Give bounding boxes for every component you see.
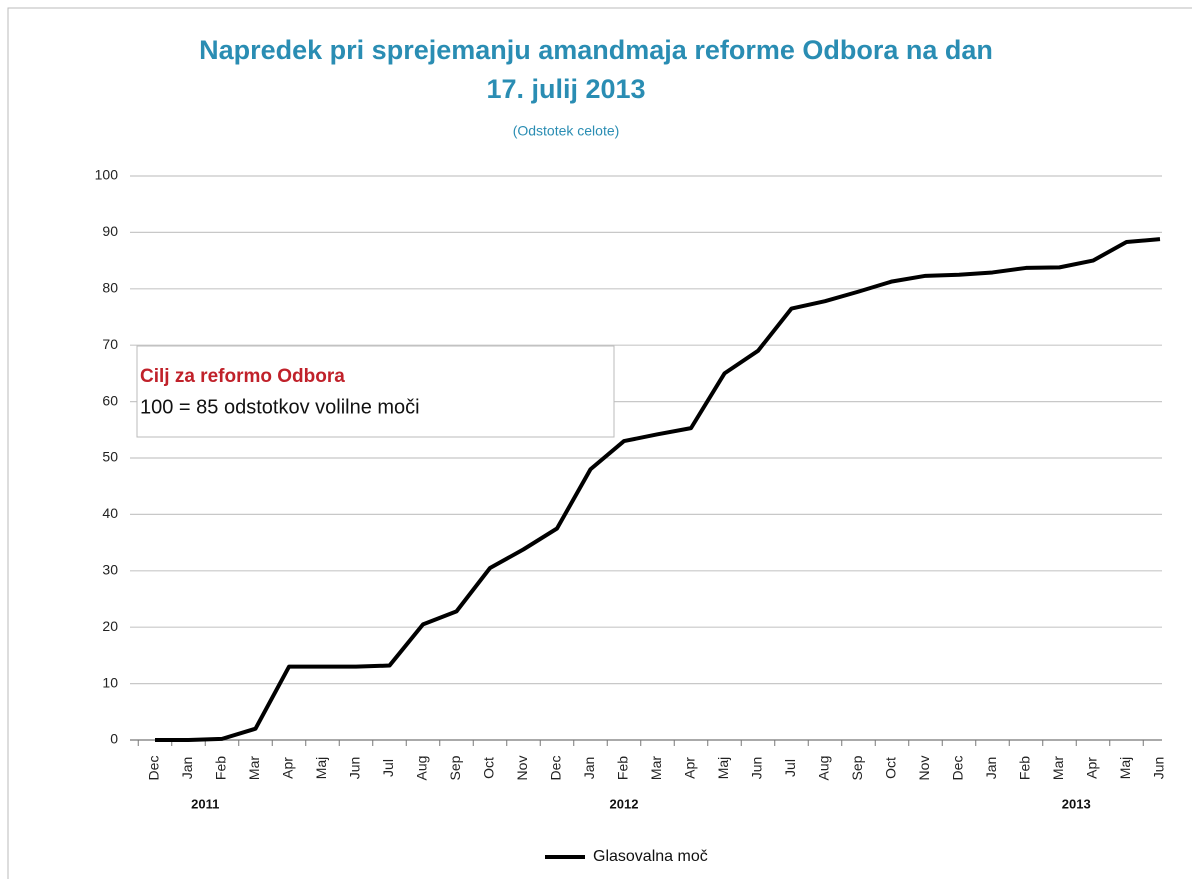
x-tick-label: Nov — [916, 756, 932, 781]
x-tick-label: Jun — [347, 757, 363, 780]
y-tick-label: 20 — [102, 618, 118, 634]
annotation-box — [136, 345, 615, 438]
x-tick-label: Mar — [1050, 756, 1066, 780]
x-tick-label: Jan — [179, 757, 195, 780]
x-tick-label: Jan — [581, 757, 597, 780]
x-tick-label: Nov — [514, 756, 530, 781]
x-tick-label: Apr — [280, 757, 296, 779]
y-tick-label: 0 — [110, 731, 118, 747]
x-tick-label: Dec — [548, 756, 564, 781]
x-tick-label: Sep — [447, 755, 463, 780]
x-tick-label: Jul — [380, 759, 396, 777]
x-tick-label: Mar — [246, 756, 262, 780]
x-tick-label: Feb — [615, 756, 631, 780]
y-tick-label: 70 — [102, 336, 118, 352]
y-tick-label: 80 — [102, 280, 118, 296]
y-tick-label: 50 — [102, 449, 118, 465]
y-tick-label: 30 — [102, 562, 118, 578]
x-tick-label: Maj — [715, 757, 731, 780]
x-tick-label: Dec — [146, 756, 162, 781]
x-tick-label: Mar — [648, 756, 664, 780]
chart-title: Napredek pri sprejemanju amandmaja refor… — [199, 35, 993, 65]
x-tick-label: Jul — [782, 759, 798, 777]
y-tick-label: 10 — [102, 674, 118, 690]
chart-title: 17. julij 2013 — [486, 74, 645, 104]
x-tick-label: Oct — [883, 757, 899, 779]
x-tick-label: Maj — [1117, 757, 1133, 780]
x-tick-label: Jan — [983, 757, 999, 780]
frame — [7, 7, 1192, 879]
x-tick-label: Oct — [481, 757, 497, 779]
x-tick-label: Apr — [1084, 757, 1100, 779]
annotation-title: Cilj za reformo Odbora — [140, 366, 345, 387]
x-tick-label: Sep — [849, 755, 865, 780]
x-tick-label: Dec — [950, 756, 966, 781]
x-tick-label: Feb — [213, 756, 229, 780]
y-tick-label: 60 — [102, 392, 118, 408]
x-tick-label: Jun — [749, 757, 765, 780]
x-tick-label: Apr — [682, 757, 698, 779]
x-group-label: 2013 — [1062, 796, 1091, 811]
plot-area: 0 10 20 30 40 50 60 70 80 90 100 Dec Jan Feb Mar Apr Maj… — [95, 167, 1167, 812]
annotation-text: 100 = 85 odstotkov volilne moči — [140, 396, 420, 418]
x-group-label: 2011 — [191, 796, 219, 811]
y-tick-label: 100 — [95, 167, 119, 183]
y-tick-label: 40 — [102, 505, 118, 521]
x-tick-label: Aug — [414, 756, 430, 781]
y-tick-label: 90 — [102, 223, 118, 239]
x-tick-label: Jun — [1151, 757, 1167, 780]
legend-label: Glasovalna moč — [593, 848, 708, 865]
x-tick-label: Aug — [816, 756, 832, 781]
x-tick-label: Maj — [313, 757, 329, 780]
x-tick-label: Feb — [1017, 756, 1033, 780]
x-group-label: 2012 — [610, 796, 639, 811]
chart-subtitle: (Odstotek celote) — [513, 123, 620, 139]
data-line — [155, 237, 1161, 742]
